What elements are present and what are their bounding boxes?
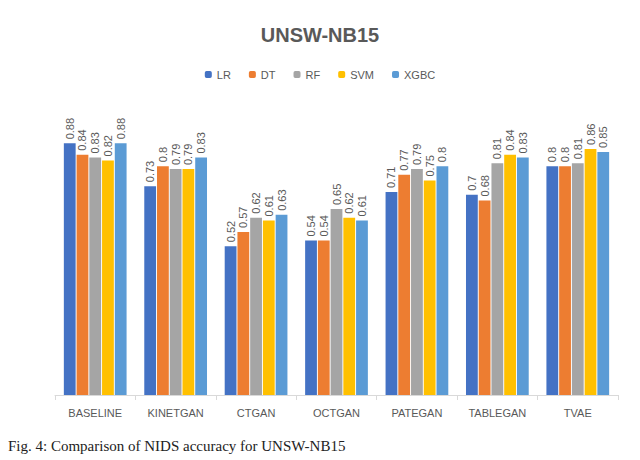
svg-text:DT: DT xyxy=(261,69,276,81)
svg-text:BASELINE: BASELINE xyxy=(68,407,122,419)
svg-text:LR: LR xyxy=(217,69,231,81)
svg-text:0.7: 0.7 xyxy=(466,176,478,191)
svg-text:KINETGAN: KINETGAN xyxy=(148,407,204,419)
svg-text:0.83: 0.83 xyxy=(517,132,529,153)
svg-text:0.57: 0.57 xyxy=(237,207,249,228)
svg-text:0.86: 0.86 xyxy=(585,124,597,145)
svg-text:0.79: 0.79 xyxy=(170,144,182,165)
svg-text:PATEGAN: PATEGAN xyxy=(391,407,442,419)
svg-text:0.54: 0.54 xyxy=(305,215,317,236)
svg-text:0.61: 0.61 xyxy=(356,195,368,216)
svg-text:0.54: 0.54 xyxy=(318,215,330,236)
svg-text:0.62: 0.62 xyxy=(343,192,355,213)
svg-text:0.63: 0.63 xyxy=(276,189,288,210)
svg-text:0.8: 0.8 xyxy=(559,147,571,162)
svg-text:0.84: 0.84 xyxy=(504,129,516,150)
svg-text:UNSW-NB15: UNSW-NB15 xyxy=(261,24,380,46)
svg-text:Fig. 4: Comparison of NIDS acc: Fig. 4: Comparison of NIDS accuracy for … xyxy=(8,438,345,454)
svg-text:0.84: 0.84 xyxy=(76,129,88,150)
svg-text:0.68: 0.68 xyxy=(479,175,491,196)
svg-text:0.8: 0.8 xyxy=(546,147,558,162)
svg-text:0.75: 0.75 xyxy=(424,155,436,176)
svg-text:0.71: 0.71 xyxy=(385,167,397,188)
svg-text:0.88: 0.88 xyxy=(115,118,127,139)
svg-text:0.65: 0.65 xyxy=(331,184,343,205)
svg-text:OCTGAN: OCTGAN xyxy=(313,407,360,419)
svg-text:0.81: 0.81 xyxy=(491,138,503,159)
svg-text:0.52: 0.52 xyxy=(225,221,237,242)
svg-text:0.82: 0.82 xyxy=(102,135,114,156)
svg-text:0.88: 0.88 xyxy=(64,118,76,139)
svg-text:RF: RF xyxy=(306,69,321,81)
svg-text:TABLEGAN: TABLEGAN xyxy=(468,407,526,419)
svg-text:TVAE: TVAE xyxy=(564,407,592,419)
svg-text:0.85: 0.85 xyxy=(597,126,609,147)
svg-text:0.73: 0.73 xyxy=(144,161,156,182)
svg-text:0.61: 0.61 xyxy=(263,195,275,216)
svg-text:0.8: 0.8 xyxy=(157,147,169,162)
svg-text:0.79: 0.79 xyxy=(411,144,423,165)
svg-text:0.81: 0.81 xyxy=(572,138,584,159)
svg-text:0.77: 0.77 xyxy=(398,149,410,170)
svg-text:XGBC: XGBC xyxy=(404,69,435,81)
svg-text:0.83: 0.83 xyxy=(195,132,207,153)
svg-text:0.83: 0.83 xyxy=(89,132,101,153)
svg-text:0.8: 0.8 xyxy=(436,147,448,162)
svg-text:CTGAN: CTGAN xyxy=(237,407,276,419)
svg-text:0.79: 0.79 xyxy=(182,144,194,165)
svg-text:SVM: SVM xyxy=(350,69,374,81)
svg-text:0.62: 0.62 xyxy=(250,192,262,213)
